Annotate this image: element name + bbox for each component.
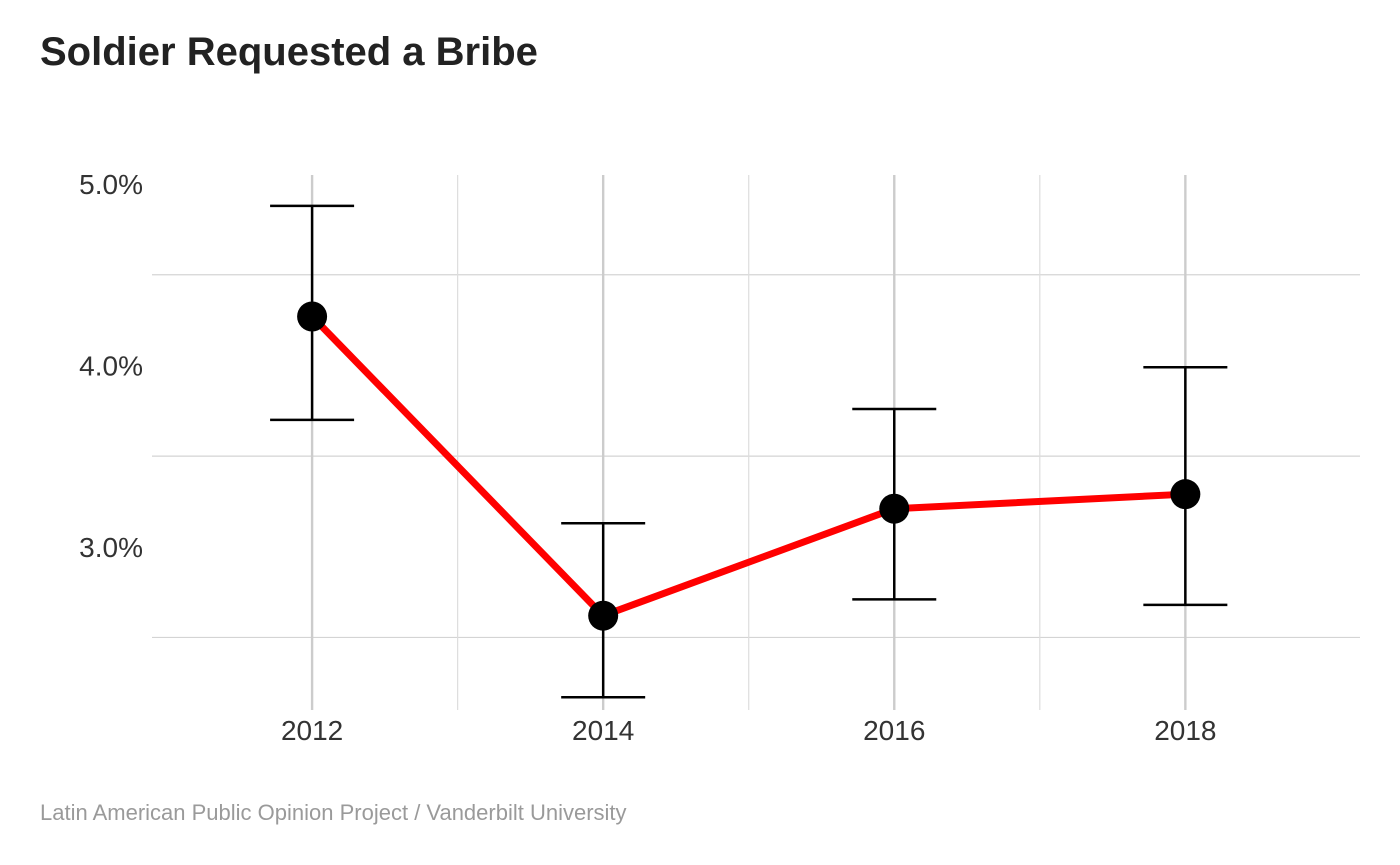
data-point: [879, 494, 909, 524]
x-tick-label: 2018: [1154, 715, 1216, 746]
x-axis-ticks: 2012 2014 2016 2018: [281, 715, 1217, 746]
source-caption: Latin American Public Opinion Project / …: [40, 800, 627, 826]
data-point: [297, 301, 327, 331]
y-tick-label: 5.0%: [79, 169, 143, 200]
x-tick-label: 2012: [281, 715, 343, 746]
y-tick-label: 4.0%: [79, 350, 143, 381]
data-point: [1170, 479, 1200, 509]
x-tick-label: 2014: [572, 715, 634, 746]
y-tick-label: 3.0%: [79, 532, 143, 563]
y-axis-ticks: 5.0% 4.0% 3.0%: [79, 169, 143, 563]
x-tick-label: 2016: [863, 715, 925, 746]
grid: [152, 175, 1360, 710]
data-point: [588, 601, 618, 631]
